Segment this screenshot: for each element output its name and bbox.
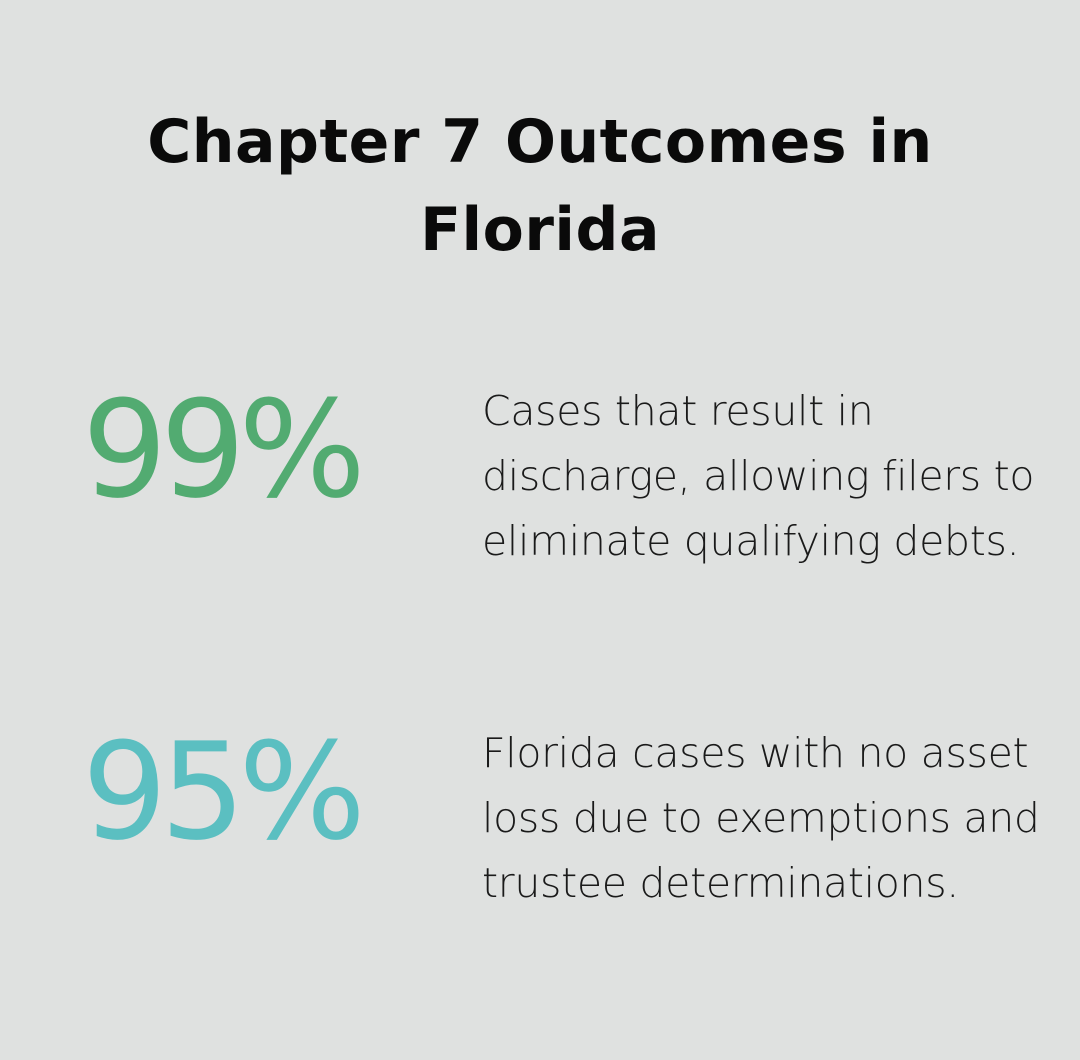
- stat-discharge: 99% Cases that result in discharge, allo…: [0, 370, 1080, 630]
- stat-value: 95%: [82, 714, 366, 870]
- stat-description: Florida cases with no asset loss due to …: [482, 729, 1040, 907]
- stat-value: 99%: [82, 372, 366, 528]
- stat-no-asset-loss: 95% Florida cases with no asset loss due…: [0, 712, 1080, 972]
- stat-description: Cases that result in discharge, allowing…: [482, 387, 1035, 565]
- page-title: Chapter 7 Outcomes in Florida: [147, 107, 933, 265]
